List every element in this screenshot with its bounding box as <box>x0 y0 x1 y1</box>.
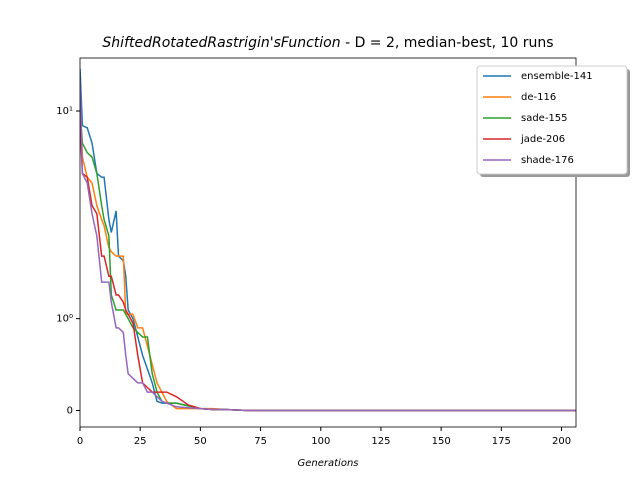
x-tick-label: 0 <box>77 436 83 447</box>
legend-label: ensemble-141 <box>521 71 593 82</box>
x-tick-label: 25 <box>134 436 147 447</box>
legend-label: jade-206 <box>520 134 565 145</box>
x-tick-label: 175 <box>492 436 511 447</box>
y-tick-label: 10⁰ <box>56 314 73 325</box>
x-tick-label: 200 <box>552 436 571 447</box>
series-line <box>80 80 576 412</box>
x-tick-label: 150 <box>432 436 451 447</box>
legend-label: shade-176 <box>521 155 574 166</box>
x-axis-label: Generations <box>298 458 359 469</box>
chart-title: ShiftedRotatedRastrigin'sFunction - D = … <box>102 35 553 51</box>
title-function: ShiftedRotatedRastrigin'sFunction <box>102 35 340 51</box>
plot-lines <box>80 68 576 412</box>
series-line <box>80 120 576 412</box>
legend-box <box>476 65 628 175</box>
x-tick-label: 50 <box>194 436 207 447</box>
x-tick-label: 75 <box>254 436 267 447</box>
y-tick-label: 0 <box>67 405 73 416</box>
title-suffix: - D = 2, median-best, 10 runs <box>341 35 554 51</box>
legend-label: de-116 <box>521 92 556 103</box>
x-tick-label: 100 <box>311 436 330 447</box>
x-tick-label: 125 <box>371 436 390 447</box>
plot-frame <box>79 57 577 428</box>
y-tick-label: 10¹ <box>56 106 73 117</box>
legend-label: sade-155 <box>521 113 568 124</box>
